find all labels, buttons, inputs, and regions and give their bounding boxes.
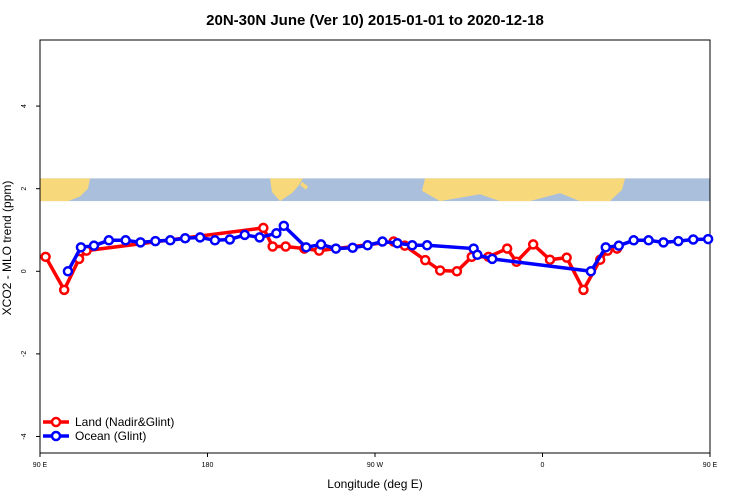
x-tick-label: 180 — [202, 462, 214, 469]
data-point — [561, 252, 572, 263]
data-point — [58, 284, 70, 296]
y-tick-label: -4 — [21, 433, 28, 439]
data-point — [362, 240, 373, 251]
data-point — [544, 254, 556, 265]
data-point — [239, 229, 250, 241]
y-axis-label: XCO2 - MLO trend (ppm) — [0, 181, 14, 316]
data-point — [315, 239, 327, 250]
data-point — [150, 235, 161, 247]
x-tick-label: 90 E — [703, 462, 718, 469]
map-land-mexico — [300, 181, 308, 190]
data-point — [600, 242, 612, 253]
series-land — [40, 222, 623, 296]
legend-label: Ocean (Glint) — [75, 429, 146, 443]
y-tick-label: 0 — [21, 269, 28, 273]
data-point — [527, 239, 539, 250]
data-point — [421, 240, 433, 251]
data-point — [300, 242, 312, 253]
data-point — [501, 243, 513, 254]
data-point — [271, 228, 282, 239]
data-point — [209, 235, 221, 246]
data-point — [135, 237, 146, 248]
y-axis: -4 -2 0 2 4 — [21, 104, 40, 440]
x-tick-label: 0 — [541, 462, 545, 469]
data-point — [254, 232, 265, 243]
series-ocean — [62, 220, 714, 277]
legend-marker — [50, 416, 62, 428]
world-map-strip — [40, 178, 710, 202]
data-point — [224, 234, 236, 245]
data-point — [688, 234, 699, 245]
chart-title: 20N-30N June (Ver 10) 2015-01-01 to 2020… — [206, 12, 544, 29]
y-tick-label: -2 — [21, 351, 28, 357]
data-point — [451, 266, 463, 277]
series-line — [44, 226, 618, 292]
legend: Land (Nadir&Glint)Ocean (Glint) — [43, 415, 174, 443]
map-land-africa-asia — [422, 178, 625, 202]
data-point — [658, 237, 669, 248]
data-point — [280, 241, 291, 252]
data-point — [702, 233, 714, 245]
x-tick-label: 90 E — [33, 462, 48, 469]
data-point — [613, 240, 625, 251]
data-point — [120, 235, 131, 246]
data-point — [194, 232, 206, 243]
data-point — [434, 265, 446, 276]
x-axis-label: Longitude (deg E) — [327, 477, 422, 491]
data-point — [258, 222, 269, 234]
x-tick-label: 90 W — [367, 462, 384, 469]
map-land-asia-west — [40, 178, 90, 202]
map-land-north-america — [270, 178, 303, 202]
data-point — [487, 253, 498, 265]
data-point — [472, 249, 483, 261]
data-point — [585, 266, 597, 277]
data-point — [40, 251, 51, 263]
data-point — [278, 220, 290, 232]
data-point — [643, 235, 654, 246]
data-point — [406, 240, 418, 251]
data-point — [165, 235, 176, 246]
y-tick-label: 4 — [21, 104, 28, 108]
data-point — [628, 235, 639, 246]
data-point — [347, 242, 358, 253]
y-tick-label: 2 — [21, 187, 28, 191]
data-point — [179, 232, 191, 244]
data-point — [420, 254, 431, 266]
legend-marker — [50, 430, 62, 442]
x-axis: 90 E 180 90 W 0 90 E — [33, 453, 718, 469]
data-point — [673, 235, 684, 247]
data-point — [392, 237, 403, 249]
data-point — [578, 284, 589, 296]
data-point — [377, 236, 388, 247]
data-point — [75, 242, 87, 253]
data-point — [330, 243, 342, 254]
legend-label: Land (Nadir&Glint) — [75, 415, 174, 429]
data-point — [88, 240, 100, 251]
data-point — [62, 266, 74, 277]
series-layer — [40, 220, 714, 296]
data-point — [103, 235, 115, 246]
data-point — [267, 241, 278, 252]
